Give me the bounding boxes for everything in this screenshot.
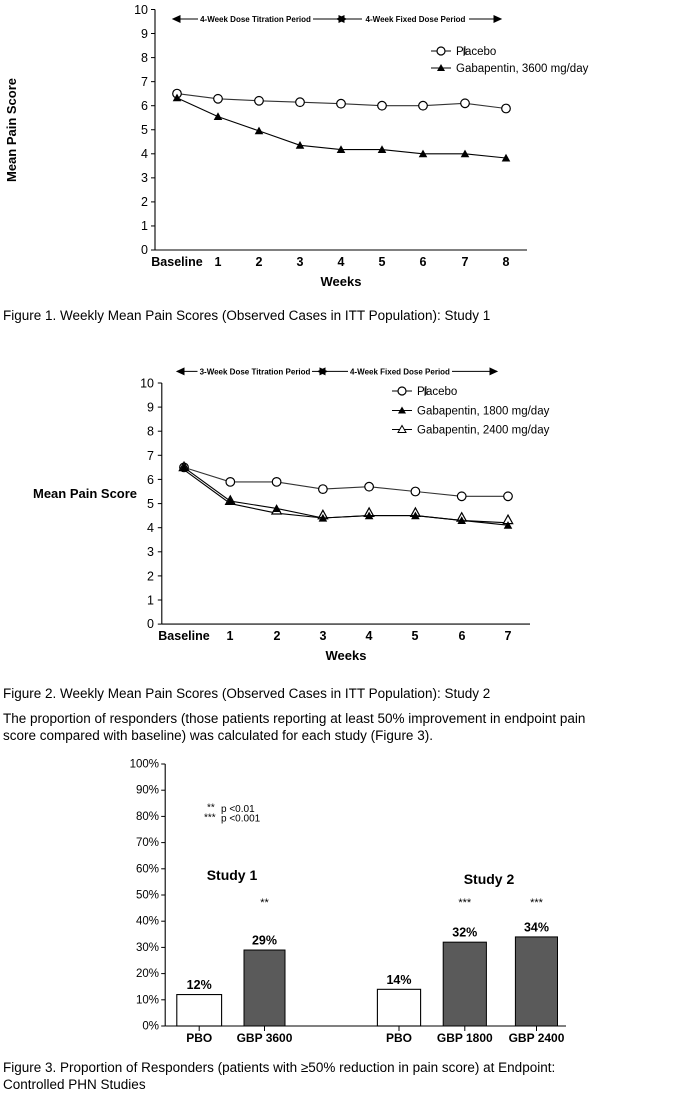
svg-text:p <0.001: p <0.001 (221, 814, 261, 825)
svg-text:10: 10 (134, 3, 148, 17)
svg-text:0: 0 (147, 617, 154, 631)
svg-text:GBP 3600: GBP 3600 (237, 1031, 293, 1045)
svg-text:Weeks: Weeks (321, 274, 362, 289)
svg-text:2: 2 (274, 629, 281, 643)
svg-text:4-Week Fixed Dose Period: 4-Week Fixed Dose Period (366, 15, 466, 24)
svg-text:3: 3 (147, 545, 154, 559)
svg-text:4: 4 (366, 629, 373, 643)
svg-text:32%: 32% (452, 926, 477, 940)
svg-text:3: 3 (320, 629, 327, 643)
svg-text:acebo: acebo (426, 386, 457, 398)
svg-text:8: 8 (141, 51, 148, 65)
svg-text:Baseline: Baseline (151, 255, 202, 269)
svg-text:14%: 14% (386, 973, 411, 987)
svg-text:6: 6 (459, 629, 466, 643)
svg-text:Gabapentin, 2400 mg/day: Gabapentin, 2400 mg/day (417, 425, 550, 437)
svg-text:GBP 2400: GBP 2400 (509, 1031, 565, 1045)
svg-text:60%: 60% (136, 863, 159, 875)
svg-text:***: *** (458, 897, 472, 909)
svg-text:100%: 100% (130, 759, 159, 771)
svg-text:7: 7 (462, 255, 469, 269)
svg-text:9: 9 (141, 27, 148, 41)
svg-text:1: 1 (227, 629, 234, 643)
svg-text:PBO: PBO (186, 1031, 212, 1045)
svg-text:***: *** (530, 897, 544, 909)
svg-text:Study 2: Study 2 (464, 871, 515, 887)
svg-text:**: ** (260, 897, 269, 909)
svg-text:20%: 20% (136, 968, 159, 980)
svg-text:PBO: PBO (386, 1031, 412, 1045)
svg-text:6: 6 (141, 99, 148, 113)
svg-text:5: 5 (379, 255, 386, 269)
svg-text:12%: 12% (187, 978, 212, 992)
svg-text:1: 1 (215, 255, 222, 269)
svg-text:3: 3 (297, 255, 304, 269)
svg-text:10%: 10% (136, 994, 159, 1006)
svg-text:3: 3 (141, 171, 148, 185)
svg-text:2: 2 (141, 195, 148, 209)
svg-text:30%: 30% (136, 942, 159, 954)
svg-text:34%: 34% (524, 920, 549, 934)
svg-text:4-Week Dose Titration Period: 4-Week Dose Titration Period (200, 15, 311, 24)
svg-text:Weeks: Weeks (326, 648, 367, 663)
svg-text:7: 7 (505, 629, 512, 643)
svg-text:6: 6 (420, 255, 427, 269)
svg-text:Mean Pain Score: Mean Pain Score (4, 78, 19, 182)
svg-text:6: 6 (147, 473, 154, 487)
svg-text:80%: 80% (136, 811, 159, 823)
svg-text:8: 8 (147, 425, 154, 439)
svg-text:50%: 50% (136, 890, 159, 902)
svg-text:29%: 29% (252, 934, 277, 948)
svg-text:Study 1: Study 1 (207, 867, 258, 883)
svg-text:3-Week Dose Titration Period: 3-Week Dose Titration Period (200, 368, 311, 377)
svg-text:2: 2 (147, 569, 154, 583)
svg-text:5: 5 (141, 123, 148, 137)
svg-text:1: 1 (141, 219, 148, 233)
svg-text:40%: 40% (136, 916, 159, 928)
svg-text:8: 8 (503, 255, 510, 269)
svg-text:4: 4 (141, 147, 148, 161)
svg-text:4: 4 (147, 521, 154, 535)
svg-text:0: 0 (141, 243, 148, 257)
svg-text:2: 2 (256, 255, 263, 269)
svg-text:70%: 70% (136, 837, 159, 849)
svg-text:1: 1 (147, 593, 154, 607)
svg-text:7: 7 (141, 75, 148, 89)
svg-text:acebo: acebo (465, 46, 496, 58)
svg-text:4: 4 (338, 255, 345, 269)
svg-text:Baseline: Baseline (158, 629, 209, 643)
svg-text:***: *** (204, 813, 216, 824)
svg-text:5: 5 (412, 629, 419, 643)
svg-text:0%: 0% (142, 1021, 159, 1033)
svg-text:4-Week Fixed Dose Period: 4-Week Fixed Dose Period (350, 368, 450, 377)
svg-text:Gabapentin, 1800 mg/day: Gabapentin, 1800 mg/day (417, 406, 550, 418)
svg-text:10: 10 (140, 377, 154, 391)
svg-text:9: 9 (147, 401, 154, 415)
svg-text:7: 7 (147, 449, 154, 463)
svg-text:90%: 90% (136, 785, 159, 797)
svg-text:GBP 1800: GBP 1800 (437, 1031, 493, 1045)
svg-text:Gabapentin, 3600 mg/day: Gabapentin, 3600 mg/day (456, 63, 589, 75)
